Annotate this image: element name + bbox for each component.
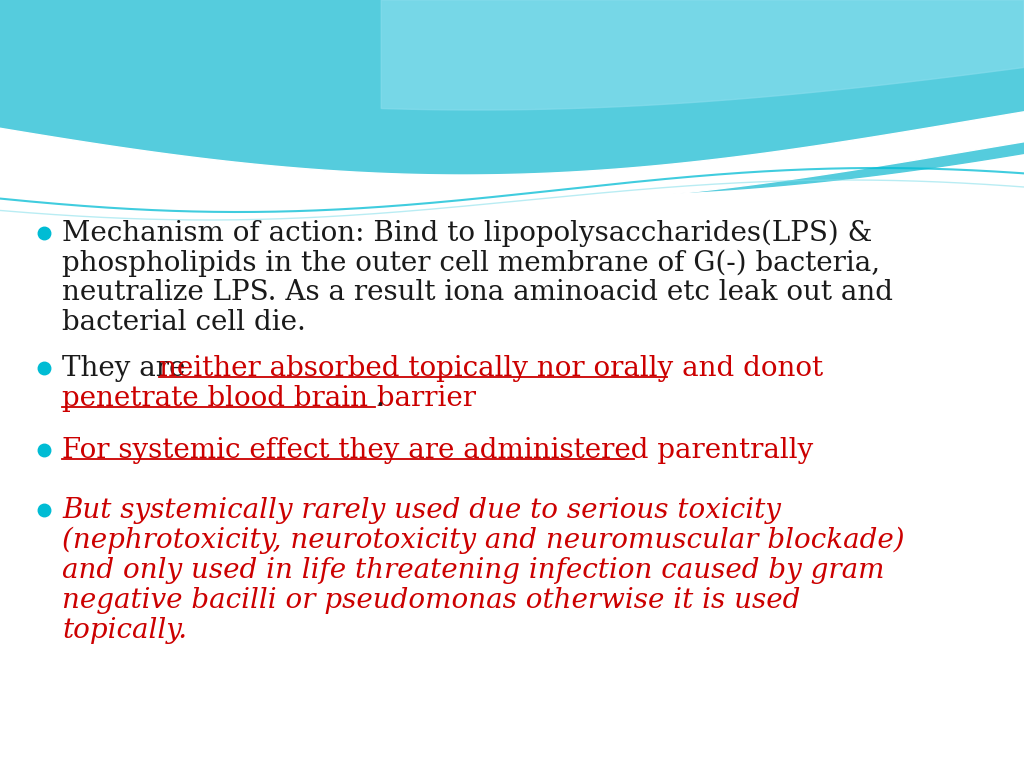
Polygon shape xyxy=(0,112,1024,205)
Text: and only used in life threatening infection caused by gram: and only used in life threatening infect… xyxy=(62,557,885,584)
Text: penetrate blood brain barrier: penetrate blood brain barrier xyxy=(62,385,476,412)
Text: (nephrotoxicity, neurotoxicity and neuromuscular blockade): (nephrotoxicity, neurotoxicity and neuro… xyxy=(62,526,904,554)
Polygon shape xyxy=(381,0,1024,110)
Text: Mechanism of action: Bind to lipopolysaccharides(LPS) &: Mechanism of action: Bind to lipopolysac… xyxy=(62,220,872,247)
Text: bacterial cell die.: bacterial cell die. xyxy=(62,310,306,336)
Text: But systemically rarely used due to serious toxicity: But systemically rarely used due to seri… xyxy=(62,496,781,524)
Text: phospholipids in the outer cell membrane of G(-) bacteria,: phospholipids in the outer cell membrane… xyxy=(62,250,880,276)
Text: They are: They are xyxy=(62,355,195,382)
Polygon shape xyxy=(0,0,1024,195)
Text: negative bacilli or pseudomonas otherwise it is used: negative bacilli or pseudomonas otherwis… xyxy=(62,587,801,614)
Text: For systemic effect they are administered parentrally: For systemic effect they are administere… xyxy=(62,436,813,464)
Text: neutralize LPS. As a result iona aminoacid etc leak out and: neutralize LPS. As a result iona aminoac… xyxy=(62,280,893,306)
Text: topically.: topically. xyxy=(62,617,187,644)
Text: neither absorbed topically nor orally and donot: neither absorbed topically nor orally an… xyxy=(159,355,823,382)
Text: .: . xyxy=(375,385,384,412)
